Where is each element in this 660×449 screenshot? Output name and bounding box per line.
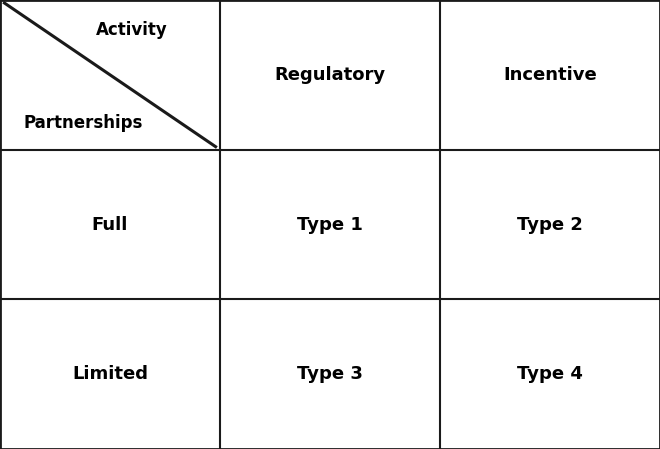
Text: Limited: Limited bbox=[72, 365, 148, 383]
Text: Partnerships: Partnerships bbox=[24, 114, 143, 132]
Text: Regulatory: Regulatory bbox=[275, 66, 385, 84]
Text: Type 2: Type 2 bbox=[517, 216, 583, 233]
Text: Type 3: Type 3 bbox=[297, 365, 363, 383]
Text: Full: Full bbox=[92, 216, 128, 233]
Text: Type 1: Type 1 bbox=[297, 216, 363, 233]
Text: Type 4: Type 4 bbox=[517, 365, 583, 383]
Text: Activity: Activity bbox=[96, 21, 168, 39]
Text: Incentive: Incentive bbox=[503, 66, 597, 84]
